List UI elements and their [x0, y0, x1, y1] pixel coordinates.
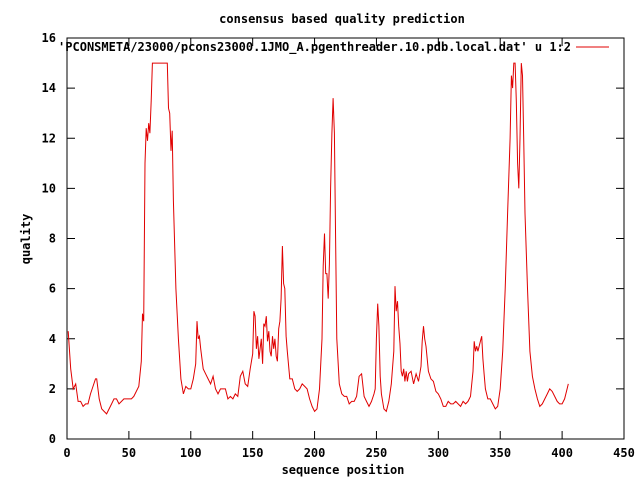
y-tick-label: 6: [49, 282, 56, 296]
y-tick-label: 8: [49, 232, 56, 246]
x-axis-label: sequence position: [282, 463, 405, 477]
x-tick-label: 450: [613, 446, 635, 460]
legend: 'PCONSMETA/23000/pcons23000.1JMO_A.pgent…: [58, 40, 609, 55]
y-tick-label: 4: [49, 332, 56, 346]
x-tick-label: 100: [180, 446, 202, 460]
y-tick-label: 14: [42, 81, 56, 95]
y-tick-labels: 0 2 4 6 8 10 12 14 16: [42, 31, 56, 446]
x-tick-label: 0: [63, 446, 70, 460]
x-tick-labels: 0 50 100 150 200 250 300 350 400 450: [63, 446, 634, 460]
plot-frame: [66, 37, 625, 440]
axis-ticks: [66, 37, 625, 440]
series-group: [67, 62, 569, 415]
y-tick-label: 16: [42, 31, 56, 45]
x-tick-label: 50: [122, 446, 136, 460]
legend-label: 'PCONSMETA/23000/pcons23000.1JMO_A.pgent…: [58, 40, 571, 55]
x-tick-label: 250: [366, 446, 388, 460]
y-tick-label: 2: [49, 382, 56, 396]
x-tick-label: 150: [242, 446, 264, 460]
x-tick-label: 400: [551, 446, 573, 460]
series-line: [67, 62, 569, 415]
y-tick-label: 0: [49, 432, 56, 446]
y-axis-label: quality: [19, 214, 33, 265]
x-tick-label: 350: [489, 446, 511, 460]
x-tick-label: 300: [427, 446, 449, 460]
y-tick-label: 12: [42, 131, 56, 145]
y-tick-label: 10: [42, 181, 56, 195]
chart-title: consensus based quality prediction: [219, 12, 465, 26]
x-tick-label: 200: [304, 446, 326, 460]
